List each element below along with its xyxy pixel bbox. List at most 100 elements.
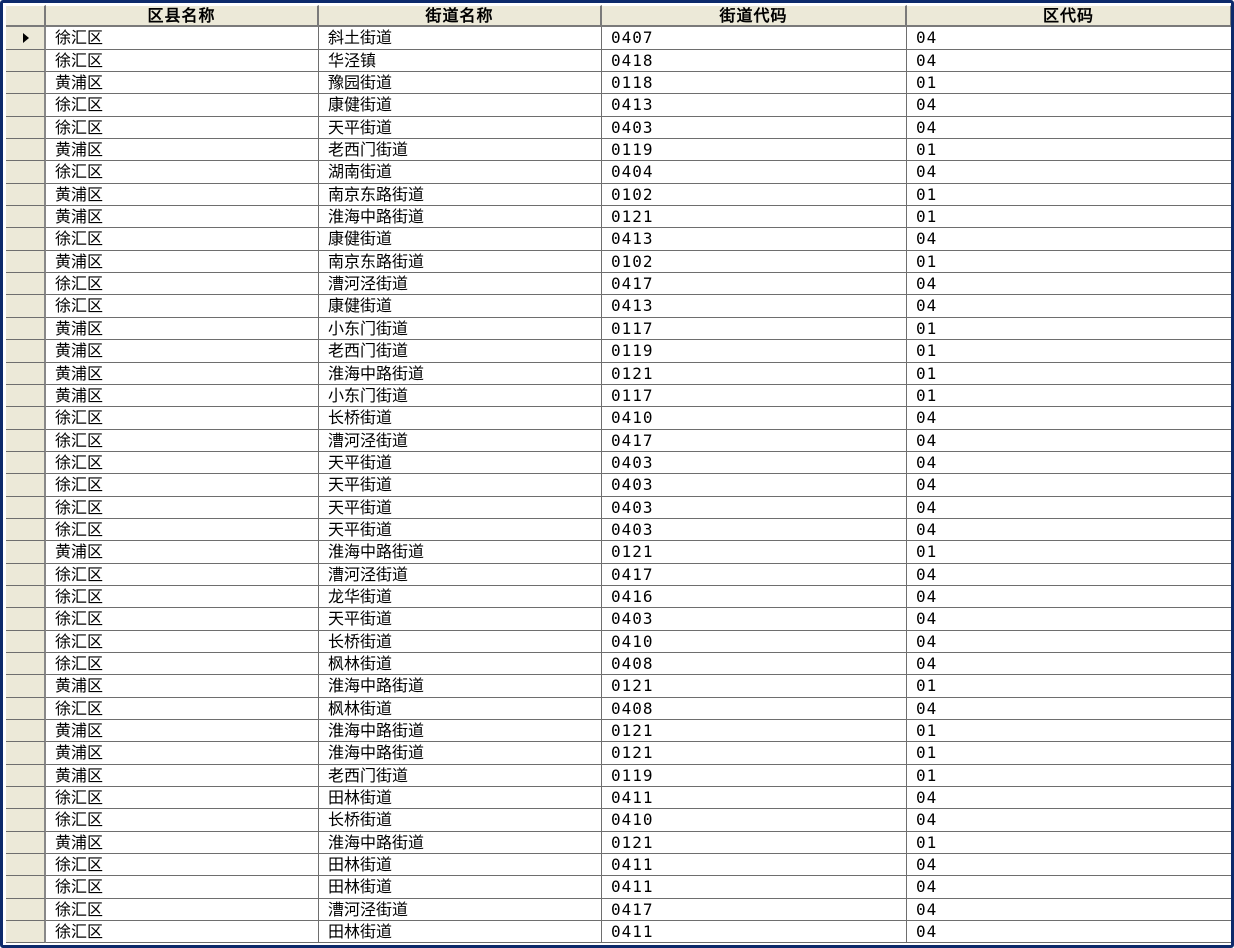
cell-district-code[interactable]: 04	[907, 608, 1231, 631]
cell-district-code[interactable]: 04	[907, 295, 1231, 318]
cell-district-code[interactable]: 01	[907, 250, 1231, 274]
cell-district-name[interactable]: 徐汇区	[46, 49, 319, 73]
cell-street-name[interactable]: 天平街道	[319, 608, 602, 631]
cell-district-code[interactable]: 04	[907, 161, 1231, 184]
cell-district-code[interactable]: 04	[907, 518, 1231, 542]
table-row[interactable]: 黄浦区 淮海中路街道 0121 01	[6, 742, 1231, 765]
cell-street-name[interactable]: 华泾镇	[319, 49, 602, 73]
table-row[interactable]: 徐汇区 田林街道 0411 04	[6, 854, 1231, 877]
cell-street-name[interactable]: 斜土街道	[319, 27, 602, 50]
cell-district-code[interactable]: 01	[907, 764, 1231, 788]
cell-street-code[interactable]: 0411	[602, 876, 907, 899]
cell-district-code[interactable]: 04	[907, 496, 1231, 519]
cell-street-code[interactable]: 0417	[602, 563, 907, 586]
row-indicator[interactable]	[6, 675, 46, 698]
cell-street-code[interactable]: 0404	[602, 161, 907, 184]
table-row[interactable]: 黄浦区 豫园街道 0118 01	[6, 72, 1231, 95]
row-indicator[interactable]	[6, 764, 46, 788]
row-indicator[interactable]	[6, 27, 46, 50]
row-indicator[interactable]	[6, 451, 46, 475]
cell-street-name[interactable]: 湖南街道	[319, 161, 602, 184]
cell-street-code[interactable]: 0118	[602, 72, 907, 95]
table-row[interactable]: 徐汇区 漕河泾街道 0417 04	[6, 563, 1231, 586]
cell-street-name[interactable]: 淮海中路街道	[319, 541, 602, 564]
cell-district-code[interactable]: 04	[907, 116, 1231, 140]
cell-street-name[interactable]: 田林街道	[319, 921, 602, 944]
cell-district-code[interactable]: 01	[907, 362, 1231, 385]
cell-district-name[interactable]: 徐汇区	[46, 608, 319, 631]
cell-district-name[interactable]: 黄浦区	[46, 742, 319, 765]
row-indicator[interactable]	[6, 854, 46, 877]
cell-district-name[interactable]: 徐汇区	[46, 496, 319, 519]
cell-district-name[interactable]: 徐汇区	[46, 451, 319, 475]
cell-street-name[interactable]: 长桥街道	[319, 630, 602, 653]
cell-street-name[interactable]: 田林街道	[319, 876, 602, 899]
cell-street-name[interactable]: 豫园街道	[319, 72, 602, 95]
cell-street-code[interactable]: 0403	[602, 496, 907, 519]
row-indicator[interactable]	[6, 898, 46, 922]
cell-street-code[interactable]: 0119	[602, 340, 907, 363]
cell-street-code[interactable]: 0121	[602, 362, 907, 385]
table-row[interactable]: 徐汇区 天平街道 0403 04	[6, 451, 1231, 475]
cell-street-code[interactable]: 0413	[602, 94, 907, 117]
cell-street-code[interactable]: 0417	[602, 273, 907, 296]
cell-district-code[interactable]: 04	[907, 49, 1231, 73]
row-indicator[interactable]	[6, 206, 46, 229]
table-row[interactable]: 徐汇区 田林街道 0411 04	[6, 921, 1231, 944]
cell-street-code[interactable]: 0121	[602, 675, 907, 698]
table-row[interactable]: 黄浦区 老西门街道 0119 01	[6, 764, 1231, 788]
cell-street-code[interactable]: 0407	[602, 27, 907, 50]
row-indicator[interactable]	[6, 697, 46, 720]
cell-district-name[interactable]: 徐汇区	[46, 474, 319, 497]
cell-district-code[interactable]: 01	[907, 139, 1231, 162]
cell-street-name[interactable]: 田林街道	[319, 854, 602, 877]
row-indicator[interactable]	[6, 809, 46, 832]
row-indicator[interactable]	[6, 362, 46, 385]
cell-district-name[interactable]: 徐汇区	[46, 921, 319, 944]
row-indicator[interactable]	[6, 72, 46, 95]
table-row[interactable]: 黄浦区 淮海中路街道 0121 01	[6, 720, 1231, 743]
cell-district-code[interactable]: 04	[907, 563, 1231, 586]
cell-district-name[interactable]: 徐汇区	[46, 27, 319, 50]
row-indicator[interactable]	[6, 49, 46, 73]
cell-district-name[interactable]: 徐汇区	[46, 161, 319, 184]
cell-street-code[interactable]: 0121	[602, 206, 907, 229]
cell-district-name[interactable]: 徐汇区	[46, 876, 319, 899]
cell-district-code[interactable]: 01	[907, 831, 1231, 855]
cell-street-name[interactable]: 漕河泾街道	[319, 429, 602, 452]
cell-street-code[interactable]: 0121	[602, 742, 907, 765]
cell-street-code[interactable]: 0403	[602, 608, 907, 631]
cell-district-name[interactable]: 黄浦区	[46, 384, 319, 408]
cell-district-name[interactable]: 黄浦区	[46, 764, 319, 788]
cell-district-code[interactable]: 04	[907, 407, 1231, 430]
row-indicator[interactable]	[6, 787, 46, 810]
cell-district-code[interactable]: 01	[907, 541, 1231, 564]
row-indicator[interactable]	[6, 474, 46, 497]
table-row[interactable]: 徐汇区 华泾镇 0418 04	[6, 49, 1231, 73]
cell-street-code[interactable]: 0418	[602, 49, 907, 73]
cell-district-name[interactable]: 徐汇区	[46, 630, 319, 653]
cell-district-code[interactable]: 04	[907, 697, 1231, 720]
cell-street-name[interactable]: 南京东路街道	[319, 250, 602, 274]
table-row[interactable]: 黄浦区 小东门街道 0117 01	[6, 384, 1231, 408]
row-indicator[interactable]	[6, 183, 46, 207]
table-row[interactable]: 黄浦区 淮海中路街道 0121 01	[6, 362, 1231, 385]
cell-street-name[interactable]: 小东门街道	[319, 317, 602, 341]
cell-district-code[interactable]: 04	[907, 429, 1231, 452]
table-row[interactable]: 徐汇区 长桥街道 0410 04	[6, 630, 1231, 653]
cell-district-name[interactable]: 黄浦区	[46, 139, 319, 162]
column-header-district-code[interactable]: 区代码	[907, 5, 1231, 28]
table-row[interactable]: 徐汇区 康健街道 0413 04	[6, 94, 1231, 117]
cell-district-code[interactable]: 01	[907, 384, 1231, 408]
cell-district-code[interactable]: 04	[907, 630, 1231, 653]
cell-district-name[interactable]: 徐汇区	[46, 94, 319, 117]
table-row[interactable]: 徐汇区 长桥街道 0410 04	[6, 809, 1231, 832]
cell-street-code[interactable]: 0408	[602, 697, 907, 720]
cell-district-name[interactable]: 徐汇区	[46, 429, 319, 452]
cell-district-name[interactable]: 徐汇区	[46, 518, 319, 542]
row-indicator[interactable]	[6, 94, 46, 117]
cell-street-name[interactable]: 漕河泾街道	[319, 273, 602, 296]
cell-district-name[interactable]: 黄浦区	[46, 831, 319, 855]
data-grid[interactable]: 区县名称 街道名称 街道代码 区代码 徐汇区 斜土街道 0407 04 徐汇区 华泾镇 04…	[6, 5, 1231, 944]
cell-district-name[interactable]: 黄浦区	[46, 720, 319, 743]
